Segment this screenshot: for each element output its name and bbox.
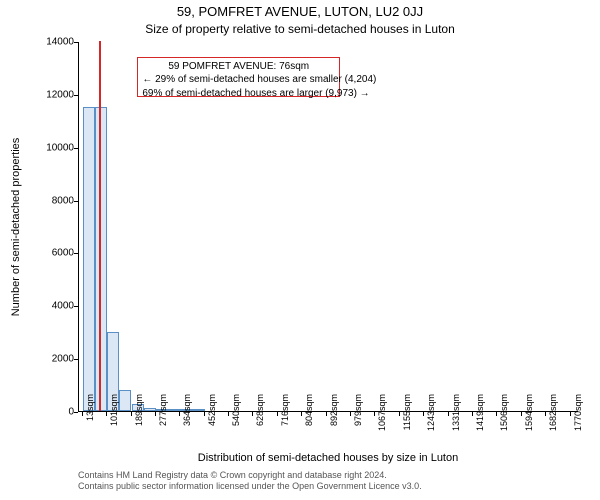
histogram-bar bbox=[83, 107, 95, 411]
x-tick-label: 540sqm bbox=[231, 394, 241, 434]
x-tick-mark bbox=[350, 412, 351, 416]
plot-area: 59 POMFRET AVENUE: 76sqm← 29% of semi-de… bbox=[78, 42, 578, 412]
histogram-bar bbox=[168, 409, 180, 411]
x-tick-mark bbox=[326, 412, 327, 416]
x-tick-mark bbox=[448, 412, 449, 416]
x-tick-label: 1506sqm bbox=[499, 394, 509, 434]
x-tick-mark bbox=[399, 412, 400, 416]
y-tick-label: 8000 bbox=[24, 195, 74, 206]
y-tick-label: 6000 bbox=[24, 248, 74, 259]
x-tick-label: 1067sqm bbox=[377, 394, 387, 434]
annotation-line: 69% of semi-detached houses are larger (… bbox=[142, 87, 335, 101]
x-tick-mark bbox=[106, 412, 107, 416]
annotation-box: 59 POMFRET AVENUE: 76sqm← 29% of semi-de… bbox=[137, 57, 340, 97]
y-tick-mark bbox=[74, 42, 78, 43]
y-tick-label: 14000 bbox=[24, 37, 74, 48]
annotation-line: ← 29% of semi-detached houses are smalle… bbox=[142, 73, 335, 87]
x-tick-mark bbox=[570, 412, 571, 416]
chart-supertitle: 59, POMFRET AVENUE, LUTON, LU2 0JJ bbox=[0, 4, 600, 19]
x-tick-label: 1331sqm bbox=[451, 394, 461, 434]
x-tick-label: 892sqm bbox=[329, 394, 339, 434]
x-tick-mark bbox=[423, 412, 424, 416]
y-axis-label: Number of semi-detached properties bbox=[10, 42, 24, 412]
x-tick-label: 13sqm bbox=[85, 394, 95, 434]
y-tick-label: 10000 bbox=[24, 142, 74, 153]
x-tick-label: 277sqm bbox=[158, 394, 168, 434]
x-tick-mark bbox=[521, 412, 522, 416]
annotation-line: 59 POMFRET AVENUE: 76sqm bbox=[142, 60, 335, 74]
y-tick-mark bbox=[74, 201, 78, 202]
x-tick-label: 1419sqm bbox=[475, 394, 485, 434]
x-tick-label: 1243sqm bbox=[426, 394, 436, 434]
x-axis-label: Distribution of semi-detached houses by … bbox=[78, 452, 578, 464]
x-tick-mark bbox=[472, 412, 473, 416]
y-tick-label: 4000 bbox=[24, 301, 74, 312]
histogram-bar bbox=[193, 409, 205, 411]
x-tick-label: 101sqm bbox=[109, 394, 119, 434]
y-tick-mark bbox=[74, 359, 78, 360]
x-tick-label: 716sqm bbox=[280, 394, 290, 434]
x-tick-mark bbox=[204, 412, 205, 416]
x-tick-mark bbox=[301, 412, 302, 416]
x-tick-mark bbox=[82, 412, 83, 416]
footnote-line-1: Contains HM Land Registry data © Crown c… bbox=[78, 470, 578, 481]
x-tick-label: 628sqm bbox=[255, 394, 265, 434]
y-tick-mark bbox=[74, 253, 78, 254]
x-tick-label: 364sqm bbox=[182, 394, 192, 434]
x-tick-mark bbox=[545, 412, 546, 416]
footnote-line-2: Contains public sector information licen… bbox=[78, 481, 578, 492]
x-tick-mark bbox=[131, 412, 132, 416]
y-tick-label: 12000 bbox=[24, 89, 74, 100]
y-tick-label: 2000 bbox=[24, 354, 74, 365]
property-marker-line bbox=[99, 41, 101, 411]
x-tick-label: 1682sqm bbox=[548, 394, 558, 434]
x-tick-label: 804sqm bbox=[304, 394, 314, 434]
histogram-bar bbox=[119, 390, 131, 411]
chart-title: Size of property relative to semi-detach… bbox=[0, 22, 600, 36]
y-tick-label: 0 bbox=[24, 407, 74, 418]
x-tick-mark bbox=[374, 412, 375, 416]
x-tick-mark bbox=[277, 412, 278, 416]
y-tick-mark bbox=[74, 95, 78, 96]
x-tick-label: 1770sqm bbox=[573, 394, 583, 434]
x-tick-mark bbox=[228, 412, 229, 416]
x-tick-mark bbox=[155, 412, 156, 416]
y-tick-mark bbox=[74, 306, 78, 307]
x-tick-label: 452sqm bbox=[207, 394, 217, 434]
x-tick-mark bbox=[179, 412, 180, 416]
x-tick-mark bbox=[252, 412, 253, 416]
x-tick-label: 1594sqm bbox=[524, 394, 534, 434]
y-tick-mark bbox=[74, 412, 78, 413]
y-tick-mark bbox=[74, 148, 78, 149]
histogram-bar bbox=[144, 408, 156, 411]
x-tick-label: 189sqm bbox=[134, 394, 144, 434]
footnote: Contains HM Land Registry data © Crown c… bbox=[78, 470, 578, 493]
x-tick-label: 979sqm bbox=[353, 394, 363, 434]
x-tick-mark bbox=[496, 412, 497, 416]
x-tick-label: 1155sqm bbox=[402, 394, 412, 434]
